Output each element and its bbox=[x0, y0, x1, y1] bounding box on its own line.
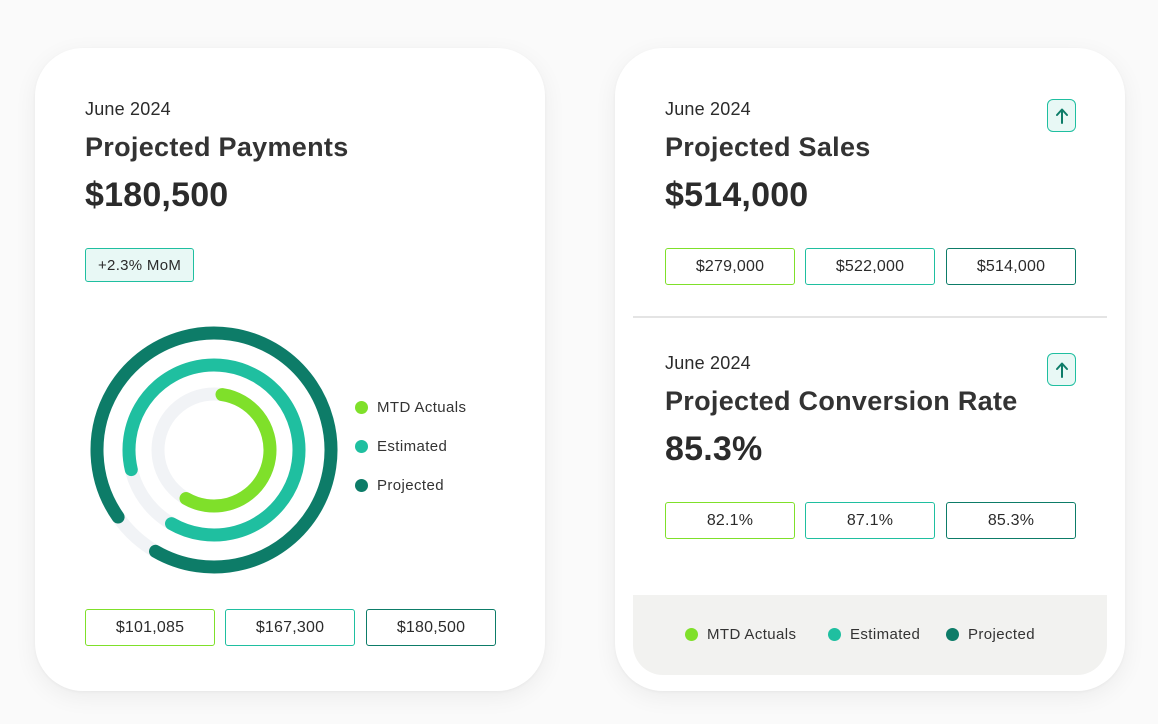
total-amount: $180,500 bbox=[85, 176, 229, 214]
sales-trend-button[interactable] bbox=[1047, 99, 1076, 132]
footer-legend-actuals: MTD Actuals bbox=[685, 626, 796, 643]
projected-value-chip: $180,500 bbox=[366, 609, 496, 646]
estimated-dot-icon bbox=[355, 440, 368, 453]
footer-legend-projected: Projected bbox=[946, 626, 1035, 643]
actuals-ring bbox=[151, 387, 277, 513]
legend-label: MTD Actuals bbox=[377, 399, 467, 416]
projected-sales-card: June 2024 Projected Sales $514,000 $279,… bbox=[615, 48, 1125, 691]
actuals-dot-icon bbox=[355, 401, 368, 414]
sales-amount: $514,000 bbox=[665, 176, 809, 214]
sales-period-label: June 2024 bbox=[665, 99, 751, 119]
payments-radial-chart bbox=[90, 326, 338, 574]
period-label: June 2024 bbox=[85, 99, 171, 119]
section-divider bbox=[633, 316, 1107, 318]
legend-label: Projected bbox=[968, 626, 1035, 643]
legend-label: MTD Actuals bbox=[707, 626, 797, 643]
conversion-projected-chip: 85.3% bbox=[946, 502, 1076, 539]
legend-estimated: Estimated bbox=[355, 438, 447, 455]
legend-footer: MTD Actuals Estimated Projected bbox=[633, 595, 1107, 675]
sales-actuals-chip: $279,000 bbox=[665, 248, 795, 285]
legend-mtd-actuals: MTD Actuals bbox=[355, 399, 466, 416]
conversion-actuals-chip: 82.1% bbox=[665, 502, 795, 539]
projected-ring bbox=[90, 326, 338, 574]
estimated-dot-icon bbox=[828, 628, 841, 641]
projected-payments-card: June 2024 Projected Payments $180,500 +2… bbox=[35, 48, 545, 691]
mom-badge: +2.3% MoM bbox=[85, 248, 195, 282]
actuals-value-chip: $101,085 bbox=[85, 609, 215, 646]
arrow-up-icon bbox=[1055, 108, 1068, 124]
projected-dot-icon bbox=[355, 479, 368, 492]
legend-label: Estimated bbox=[377, 438, 448, 455]
sales-title: Projected Sales bbox=[665, 132, 871, 162]
conversion-estimated-chip: 87.1% bbox=[805, 502, 935, 539]
projected-dot-icon bbox=[946, 628, 959, 641]
conversion-amount: 85.3% bbox=[665, 430, 763, 468]
estimated-value-chip: $167,300 bbox=[225, 609, 355, 646]
actuals-dot-icon bbox=[685, 628, 698, 641]
conversion-title: Projected Conversion Rate bbox=[665, 386, 1018, 416]
conversion-trend-button[interactable] bbox=[1047, 353, 1076, 386]
card-title: Projected Payments bbox=[85, 132, 349, 162]
sales-estimated-chip: $522,000 bbox=[805, 248, 935, 285]
footer-legend-estimated: Estimated bbox=[828, 626, 920, 643]
estimated-ring bbox=[122, 358, 306, 542]
conversion-period-label: June 2024 bbox=[665, 353, 751, 373]
legend-label: Estimated bbox=[850, 626, 921, 643]
legend-label: Projected bbox=[377, 477, 444, 494]
legend-projected: Projected bbox=[355, 477, 444, 494]
sales-projected-chip: $514,000 bbox=[946, 248, 1076, 285]
arrow-up-icon bbox=[1055, 362, 1068, 378]
